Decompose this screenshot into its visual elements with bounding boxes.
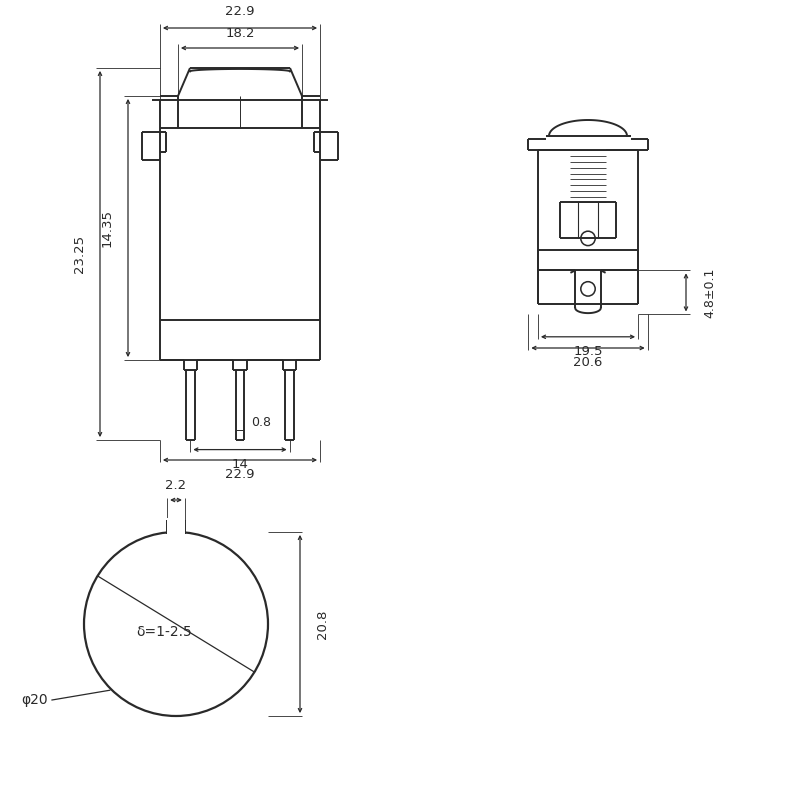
Text: 23.25: 23.25 (73, 235, 86, 273)
Bar (167, 518, 185, 537)
Text: 14.35: 14.35 (101, 209, 114, 247)
Text: 19.5: 19.5 (574, 345, 602, 358)
Text: 4.8±0.1: 4.8±0.1 (704, 267, 717, 318)
Text: 20.6: 20.6 (574, 356, 602, 369)
Text: φ20: φ20 (22, 693, 48, 707)
Text: 2.2: 2.2 (166, 479, 186, 492)
Text: δ=1-2.5: δ=1-2.5 (136, 625, 192, 639)
Text: 22.9: 22.9 (226, 468, 254, 481)
Text: 18.2: 18.2 (226, 27, 254, 40)
Text: 14: 14 (231, 458, 249, 470)
Text: 0.8: 0.8 (251, 416, 270, 429)
Text: 22.9: 22.9 (226, 6, 254, 18)
Text: 20.8: 20.8 (316, 610, 329, 638)
